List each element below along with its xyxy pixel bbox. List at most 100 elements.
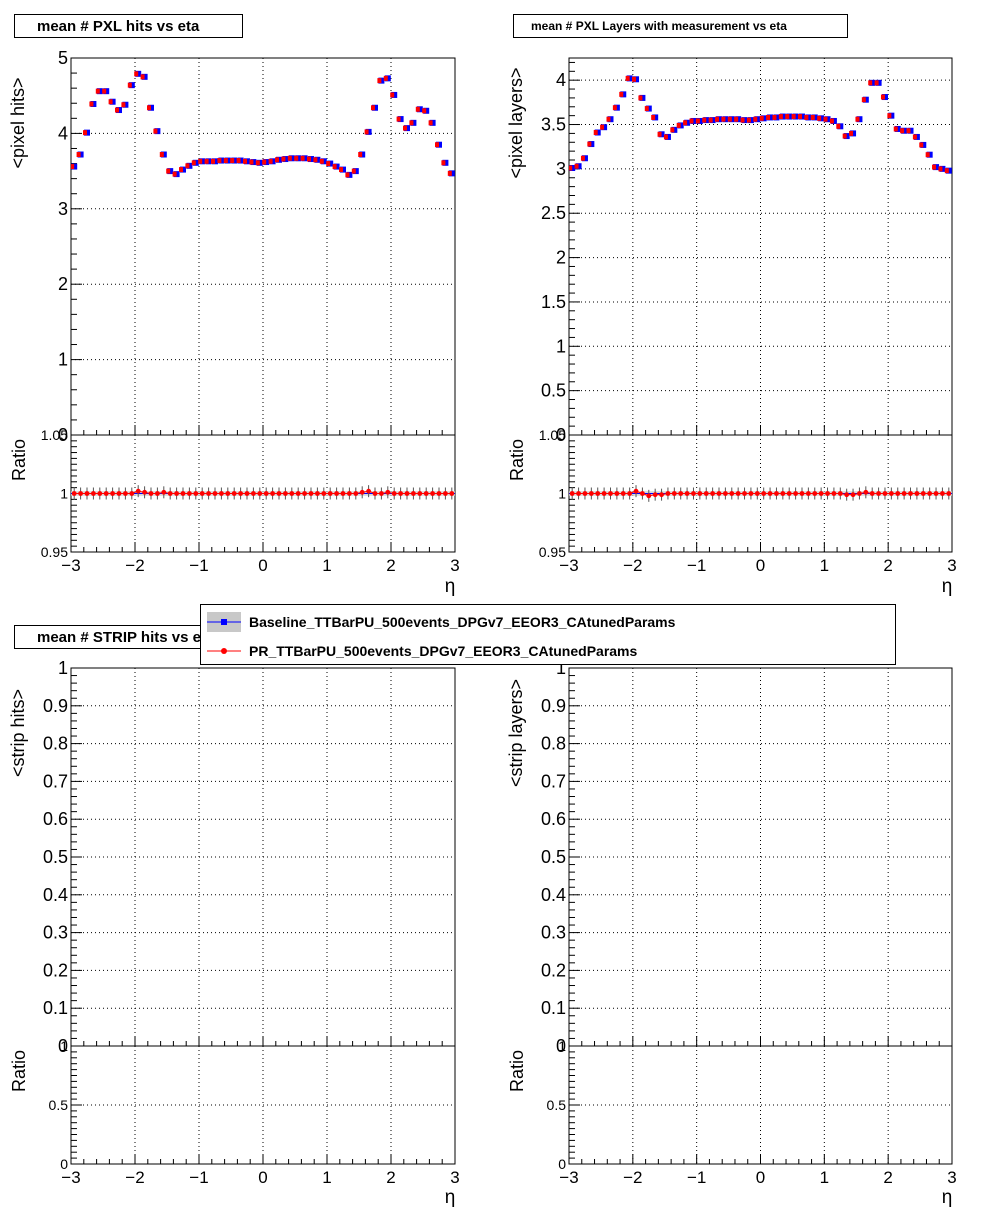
pr-point <box>919 142 924 148</box>
main-y-tick-label: 0.4 <box>541 885 566 905</box>
ratio-point <box>569 491 575 496</box>
pr-point <box>313 157 318 163</box>
pr-point <box>179 167 183 173</box>
main-y-tick-label: 0.9 <box>541 696 566 716</box>
x-axis-label: η <box>942 576 953 597</box>
pr-point <box>612 105 617 111</box>
main-y-tick-label: 0.3 <box>541 923 566 943</box>
ratio-point <box>417 491 423 496</box>
pr-point <box>300 155 305 161</box>
pr-point <box>159 152 164 158</box>
main-y-tick-label: 0.7 <box>43 771 68 791</box>
pr-point <box>593 130 598 136</box>
ratio-point <box>84 491 90 496</box>
pr-point <box>842 133 847 139</box>
pr-point <box>944 168 949 174</box>
pr-point <box>211 158 215 164</box>
ratio-point <box>78 491 83 496</box>
legend-entry-pr: PR_TTBarPU_500events_DPGv7_EEOR3_CAtuned… <box>201 637 895 665</box>
ratio-point <box>302 491 307 496</box>
x-tick-label: −1 <box>189 556 208 575</box>
ratio-point <box>379 491 384 496</box>
pr-point <box>683 120 688 126</box>
x-tick-label: 1 <box>820 556 829 575</box>
pr-point <box>441 160 446 166</box>
ratio-y-tick-label: 1.05 <box>539 427 566 443</box>
pr-point <box>600 124 605 130</box>
ratio-point <box>882 491 888 496</box>
ratio-point <box>353 491 359 496</box>
plot-title-pxl-hits: mean # PXL hits vs eta <box>14 14 243 38</box>
pr-point <box>345 172 350 178</box>
ratio-point <box>710 491 716 496</box>
main-y-tick-label: 3 <box>556 159 566 179</box>
x-tick-label: 2 <box>386 556 395 575</box>
main-y-tick-label: 0.5 <box>541 381 566 401</box>
pr-point <box>670 127 675 133</box>
pr-point <box>153 128 158 134</box>
pr-point <box>861 97 866 103</box>
ratio-point <box>423 491 429 496</box>
pr-point <box>275 157 279 163</box>
ratio-point <box>308 491 314 496</box>
ratio-y-tick-label: 0 <box>60 1156 68 1172</box>
pr-point <box>708 117 713 123</box>
pr-point <box>185 163 190 169</box>
pr-point <box>294 155 299 161</box>
ratio-point <box>627 491 633 496</box>
pr-point <box>358 152 363 158</box>
ratio-point <box>722 491 728 496</box>
ratio-point <box>671 491 677 496</box>
ratio-point <box>614 491 620 496</box>
pr-point <box>319 158 324 164</box>
pr-point <box>390 92 395 98</box>
pr-point <box>766 114 771 120</box>
ratio-point <box>920 491 926 496</box>
ratio-point <box>742 491 747 496</box>
pr-point <box>804 114 809 120</box>
x-tick-label: −1 <box>687 556 706 575</box>
main-y-tick-label: 1 <box>556 336 566 356</box>
pr-point <box>204 158 209 164</box>
x-tick-label: −3 <box>559 556 578 575</box>
ratio-point <box>404 491 410 496</box>
pr-point <box>172 171 177 177</box>
legend-baseline-marker-icon <box>207 612 241 632</box>
x-tick-label: −3 <box>61 556 80 575</box>
pr-point <box>651 114 656 120</box>
main-y-axis-label: <strip hits> <box>8 689 28 777</box>
ratio-y-axis-label: Ratio <box>507 1050 527 1092</box>
x-axis-label: η <box>942 1187 953 1208</box>
pr-point <box>663 134 668 140</box>
ratio-point <box>888 491 894 496</box>
ratio-point <box>761 491 767 496</box>
legend-entry-baseline: Baseline_TTBarPU_500events_DPGv7_EEOR3_C… <box>201 608 895 636</box>
x-tick-label: −2 <box>623 556 642 575</box>
ratio-point <box>327 491 333 496</box>
main-y-tick-label: 0.6 <box>541 809 566 829</box>
pr-point <box>435 142 439 148</box>
ratio-point <box>729 491 735 496</box>
pr-point <box>849 130 854 136</box>
ratio-point <box>443 491 448 496</box>
main-y-tick-label: 0.2 <box>43 960 68 980</box>
ratio-point <box>908 491 913 496</box>
pr-point <box>71 164 75 170</box>
ratio-point <box>103 491 109 496</box>
pr-point <box>339 167 343 173</box>
main-y-tick-label: 4 <box>58 123 68 143</box>
pr-point <box>868 80 873 86</box>
ratio-point <box>359 489 365 495</box>
pr-point <box>191 160 196 166</box>
ratio-point <box>620 491 626 496</box>
pr-point <box>127 82 132 88</box>
ratio-point <box>850 492 856 498</box>
ratio-point <box>295 491 301 496</box>
main-y-axis-label: <strip layers> <box>506 679 526 787</box>
x-axis-label: η <box>445 576 456 597</box>
pr-point <box>823 116 828 122</box>
ratio-point <box>697 491 703 496</box>
pr-point <box>396 116 401 122</box>
main-series-group <box>71 70 455 178</box>
